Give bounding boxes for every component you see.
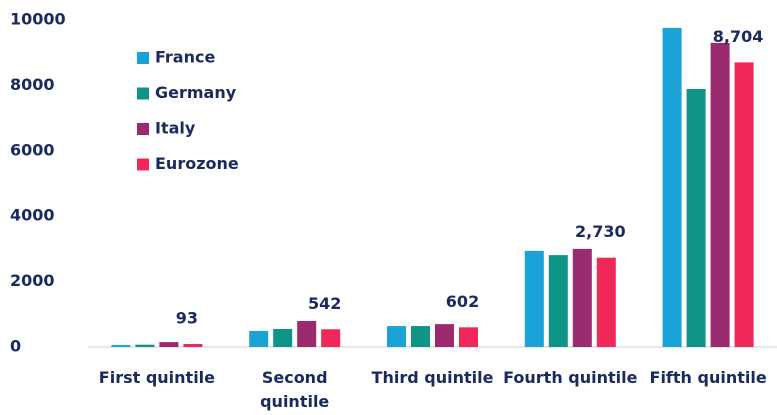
bar <box>249 330 269 347</box>
bar <box>273 329 293 347</box>
bar <box>183 343 203 347</box>
bar <box>572 248 592 347</box>
legend-label: Italy <box>155 119 196 138</box>
y-tick-label: 10000 <box>10 10 66 29</box>
bar <box>459 327 478 347</box>
legend-swatch <box>137 52 149 64</box>
data-label: 93 <box>176 308 198 327</box>
x-tick-label: Fourth quintile <box>503 368 638 387</box>
y-tick-label: 0 <box>10 337 21 356</box>
bar <box>686 88 706 347</box>
legend-swatch <box>137 123 149 135</box>
x-tick-label: First quintile <box>98 368 216 387</box>
bar <box>321 329 341 347</box>
x-tick-label: Third quintile <box>371 368 494 387</box>
legend-swatch <box>137 158 149 171</box>
legend-label: Germany <box>155 83 237 102</box>
bar <box>111 345 131 347</box>
y-tick-label: 8000 <box>10 75 55 94</box>
bar <box>435 324 454 347</box>
data-label: 602 <box>446 292 479 311</box>
bar <box>297 321 317 347</box>
bar <box>524 250 544 347</box>
bar <box>662 27 682 348</box>
legend-swatch <box>137 87 149 100</box>
bar <box>411 326 430 347</box>
bar <box>596 257 616 347</box>
bar <box>734 62 754 347</box>
bar <box>159 342 179 347</box>
y-tick-label: 4000 <box>10 206 55 225</box>
x-tick-label: Second quintile <box>260 368 330 411</box>
data-label: 8,704 <box>713 27 764 46</box>
bar <box>710 42 730 347</box>
legend-label: France <box>155 48 215 67</box>
data-label: 2,730 <box>575 222 626 241</box>
y-tick-label: 6000 <box>10 140 55 159</box>
bar <box>548 255 568 347</box>
legend-label: Eurozone <box>155 154 239 173</box>
bar <box>387 326 406 347</box>
bar <box>135 344 155 347</box>
y-tick-label: 2000 <box>10 271 55 290</box>
x-tick-label: Fifth quintile <box>649 368 767 387</box>
data-label: 542 <box>308 294 341 313</box>
